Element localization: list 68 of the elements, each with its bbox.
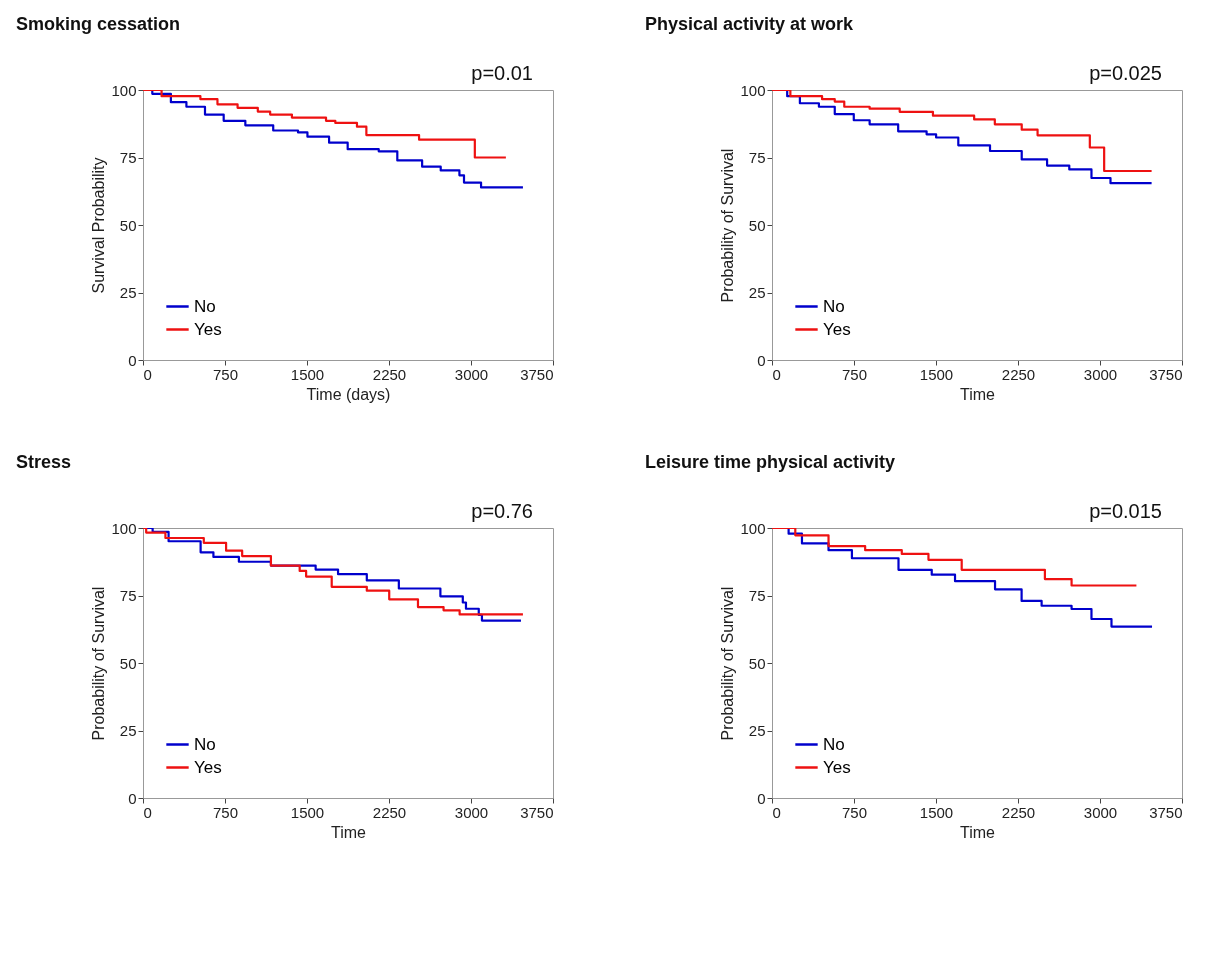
y-tick-label: 100 (111, 519, 137, 537)
x-tick-label: 0 (772, 803, 781, 821)
chart-title: Leisure time physical activity (644, 452, 896, 472)
y-tick-label: 75 (119, 587, 137, 604)
x-tick-label: 3750 (520, 365, 554, 383)
y-tick-label: 75 (119, 149, 137, 166)
x-tick-label: 750 (212, 365, 239, 383)
text: p=0.015 (1089, 500, 1162, 522)
x-tick-label: 3750 (1149, 365, 1183, 383)
legend-label: No (194, 734, 216, 754)
legend-label: Yes (823, 757, 851, 777)
x-tick-label: 3750 (520, 803, 554, 821)
legend-label: Yes (823, 319, 851, 339)
x-axis-title: Time (days) (306, 385, 391, 403)
text: p=0.01 (471, 62, 533, 84)
legend-label: Yes (194, 319, 222, 339)
x-tick-label: 1500 (290, 365, 325, 383)
y-tick-label: 0 (757, 351, 766, 369)
x-tick-label: 2250 (1001, 365, 1036, 383)
y-tick-label: 0 (757, 789, 766, 807)
x-tick-label: 1500 (919, 365, 954, 383)
x-tick-label: 2250 (372, 803, 407, 821)
y-tick-label: 100 (111, 81, 137, 99)
chart-title: Smoking cessation (15, 14, 181, 34)
x-tick-label: 2250 (372, 365, 407, 383)
chart-title: Physical activity at work (644, 14, 855, 34)
y-tick-label: 75 (748, 587, 766, 604)
y-axis-title: Probability of Survival (90, 586, 108, 741)
y-tick-label: 100 (740, 81, 766, 99)
x-tick-label: 2250 (1001, 803, 1036, 821)
chart-title: Stress (15, 452, 72, 472)
text: p=0.76 (471, 500, 533, 522)
y-tick-label: 25 (119, 722, 137, 739)
x-tick-label: 750 (841, 365, 868, 383)
y-tick-label: 25 (119, 284, 137, 301)
y-tick-label: 50 (119, 216, 137, 234)
y-axis-title: Probability of Survival (719, 586, 737, 741)
x-tick-label: 3000 (1083, 803, 1118, 821)
y-tick-label: 50 (748, 216, 766, 234)
y-tick-label: 75 (748, 149, 766, 166)
x-tick-label: 0 (143, 803, 152, 821)
y-tick-label: 0 (128, 351, 137, 369)
x-tick-label: 750 (212, 803, 239, 821)
x-tick-label: 0 (143, 365, 152, 383)
x-tick-label: 3000 (454, 365, 489, 383)
x-tick-label: 1500 (919, 803, 954, 821)
legend-label: No (823, 734, 845, 754)
y-axis-title: Probability of Survival (719, 148, 737, 303)
x-axis-title: Time (331, 823, 367, 841)
y-tick-label: 25 (748, 722, 766, 739)
legend-label: No (194, 296, 216, 316)
y-tick-label: 0 (128, 789, 137, 807)
x-tick-label: 0 (772, 365, 781, 383)
x-tick-label: 3000 (454, 803, 489, 821)
legend-label: Yes (194, 757, 222, 777)
y-tick-label: 25 (748, 284, 766, 301)
x-tick-label: 1500 (290, 803, 325, 821)
y-tick-label: 100 (740, 519, 766, 537)
x-axis-title: Time (960, 385, 996, 403)
y-axis-title: Survival Probability (90, 157, 108, 294)
x-tick-label: 3000 (1083, 365, 1118, 383)
y-tick-label: 50 (119, 654, 137, 672)
x-tick-label: 750 (841, 803, 868, 821)
legend-label: No (823, 296, 845, 316)
x-tick-label: 3750 (1149, 803, 1183, 821)
text: p=0.025 (1089, 62, 1162, 84)
x-axis-title: Time (960, 823, 996, 841)
y-tick-label: 50 (748, 654, 766, 672)
